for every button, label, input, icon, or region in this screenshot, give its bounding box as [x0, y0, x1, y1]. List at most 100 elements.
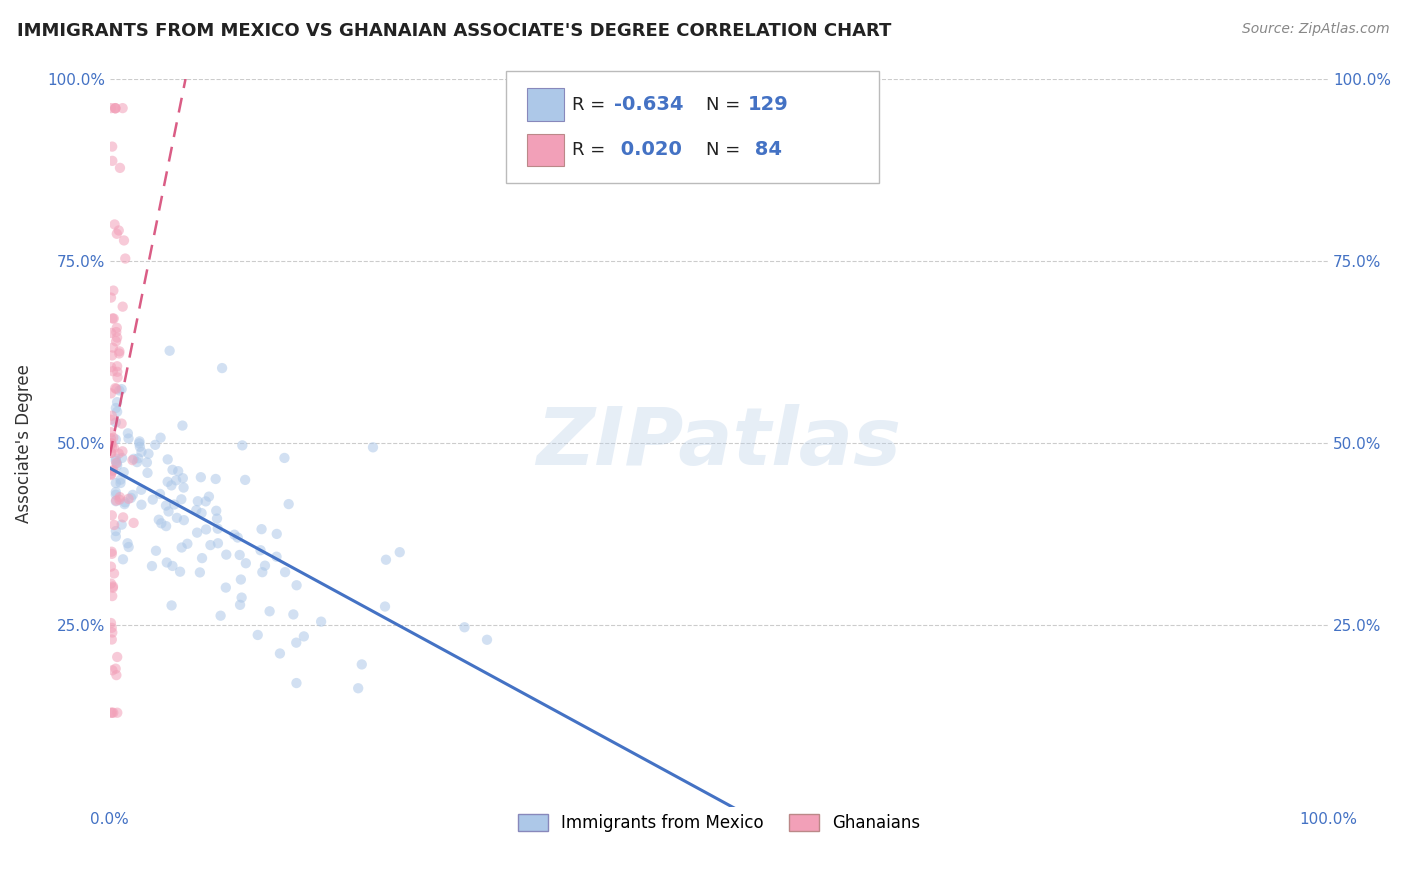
- Point: [453, 620, 475, 634]
- Point: [104, 101, 127, 115]
- Text: ZIPatlas: ZIPatlas: [537, 404, 901, 483]
- Point: [105, 365, 128, 379]
- Point: [101, 589, 124, 603]
- Point: [347, 681, 370, 696]
- Point: [173, 481, 195, 495]
- Point: [173, 513, 195, 527]
- Point: [100, 386, 122, 401]
- Point: [169, 565, 191, 579]
- Point: [198, 490, 221, 504]
- Point: [141, 559, 163, 574]
- Point: [209, 608, 232, 623]
- Point: [155, 499, 177, 513]
- Point: [187, 494, 209, 508]
- Point: [104, 401, 127, 415]
- Point: [100, 446, 122, 460]
- Point: [229, 598, 252, 612]
- Point: [224, 527, 246, 541]
- Point: [128, 434, 150, 449]
- Point: [104, 218, 127, 232]
- Point: [105, 320, 128, 334]
- Point: [215, 581, 238, 595]
- Text: -0.634: -0.634: [614, 95, 683, 114]
- Text: N =: N =: [706, 141, 745, 159]
- Point: [101, 464, 124, 478]
- Point: [108, 344, 131, 359]
- Point: [104, 662, 127, 676]
- Point: [118, 540, 141, 554]
- Point: [103, 706, 125, 720]
- Text: 0.020: 0.020: [614, 140, 682, 159]
- Point: [105, 334, 128, 349]
- Point: [105, 456, 128, 470]
- Point: [100, 467, 122, 481]
- Point: [194, 494, 217, 508]
- Point: [156, 452, 179, 467]
- Point: [120, 491, 142, 505]
- Point: [107, 370, 129, 384]
- Point: [172, 471, 194, 485]
- Point: [105, 331, 128, 345]
- Point: [110, 476, 132, 491]
- Point: [100, 621, 122, 635]
- Point: [105, 493, 128, 508]
- Point: [129, 483, 152, 497]
- Point: [108, 346, 131, 360]
- Text: R =: R =: [572, 95, 612, 113]
- Point: [266, 549, 288, 564]
- Point: [107, 446, 129, 460]
- Point: [143, 438, 166, 452]
- Point: [166, 511, 188, 525]
- Point: [274, 565, 297, 579]
- Point: [121, 453, 143, 467]
- Point: [108, 384, 131, 398]
- Point: [204, 472, 226, 486]
- Point: [127, 451, 149, 466]
- Point: [149, 431, 172, 445]
- Point: [104, 451, 127, 466]
- Point: [100, 425, 122, 440]
- Point: [101, 440, 124, 454]
- Point: [160, 478, 183, 492]
- Point: [249, 543, 271, 558]
- Point: [101, 341, 124, 355]
- Point: [105, 458, 128, 473]
- Point: [211, 361, 233, 376]
- Point: [285, 635, 308, 649]
- Point: [207, 522, 229, 536]
- Point: [100, 437, 122, 451]
- Point: [101, 139, 124, 153]
- Text: R =: R =: [572, 141, 612, 159]
- Point: [101, 311, 124, 326]
- Point: [114, 495, 136, 509]
- Point: [104, 524, 127, 538]
- Point: [100, 436, 122, 450]
- Point: [205, 504, 228, 518]
- Point: [165, 473, 187, 487]
- Point: [309, 615, 332, 629]
- Point: [100, 576, 122, 591]
- Point: [233, 473, 256, 487]
- Point: [156, 475, 179, 489]
- Point: [105, 382, 128, 396]
- Point: [101, 364, 124, 378]
- Point: [121, 488, 143, 502]
- Point: [145, 543, 167, 558]
- Point: [128, 440, 150, 454]
- Point: [162, 463, 184, 477]
- Point: [100, 436, 122, 450]
- Point: [100, 467, 122, 482]
- Point: [105, 325, 128, 339]
- Point: [277, 497, 299, 511]
- Point: [105, 668, 128, 682]
- Point: [191, 551, 214, 566]
- Point: [104, 381, 127, 395]
- Point: [101, 547, 124, 561]
- Point: [231, 438, 253, 452]
- Y-axis label: Associate's Degree: Associate's Degree: [15, 364, 32, 523]
- Text: Source: ZipAtlas.com: Source: ZipAtlas.com: [1241, 22, 1389, 37]
- Point: [101, 706, 124, 720]
- Point: [105, 706, 128, 720]
- Point: [190, 506, 212, 520]
- Point: [156, 556, 179, 570]
